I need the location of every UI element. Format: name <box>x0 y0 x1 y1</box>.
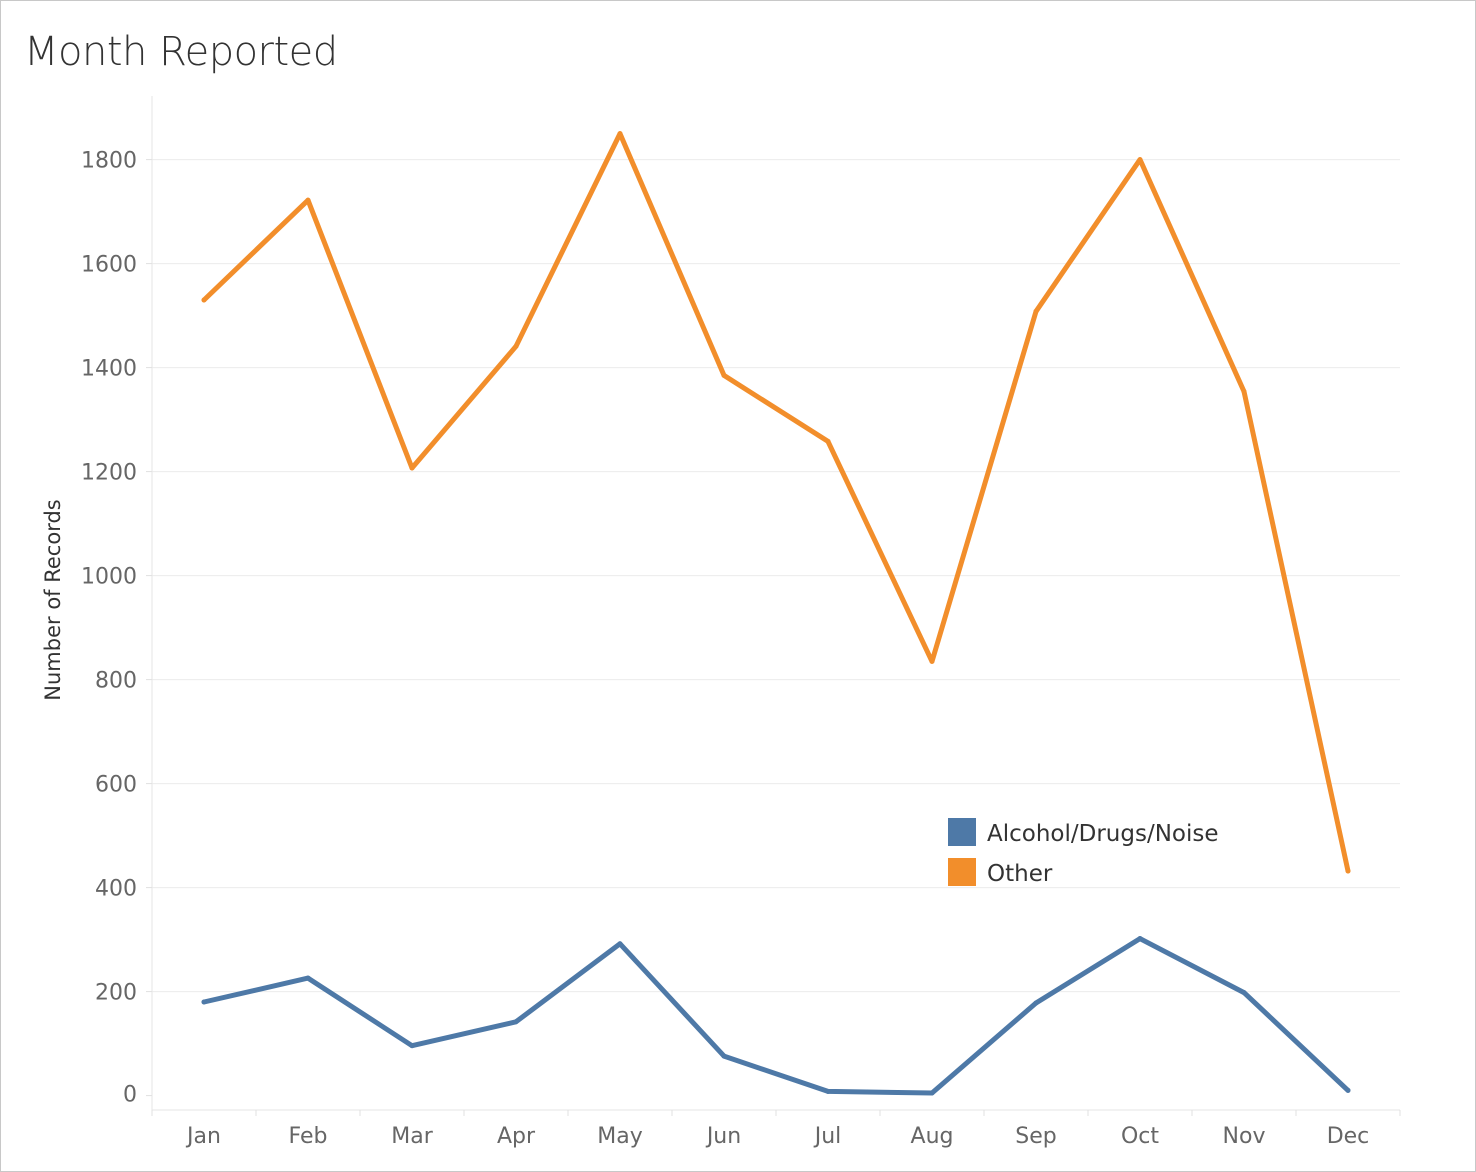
data-point[interactable] <box>513 343 519 349</box>
data-point[interactable] <box>305 197 311 203</box>
y-tick-label: 1800 <box>81 149 137 174</box>
series-line-alcohol-drugs-noise[interactable] <box>201 936 1351 1096</box>
legend-label: Alcohol/Drugs/Noise <box>987 821 1219 847</box>
x-tick-label: Mar <box>391 1124 433 1149</box>
y-tick-label: 1400 <box>81 357 137 382</box>
y-axis-title: Number of Records <box>41 499 65 700</box>
legend: Alcohol/Drugs/Noise Other <box>948 818 1219 887</box>
data-point[interactable] <box>1137 157 1143 163</box>
x-tick-label: Jul <box>813 1124 842 1149</box>
x-tick-label: Feb <box>289 1124 328 1149</box>
y-tick-label: 1600 <box>81 253 137 278</box>
legend-swatch <box>948 818 976 846</box>
data-point[interactable] <box>1137 936 1143 942</box>
x-tick-label: Nov <box>1223 1124 1266 1149</box>
data-point[interactable] <box>1241 990 1247 996</box>
data-point[interactable] <box>929 658 935 664</box>
data-point[interactable] <box>1345 1087 1351 1093</box>
x-tick-label: Jan <box>185 1124 221 1149</box>
data-point[interactable] <box>825 438 831 444</box>
y-tick-label: 1200 <box>81 461 137 486</box>
data-point[interactable] <box>617 131 623 137</box>
y-tick-label: 400 <box>95 877 137 902</box>
x-tick-label: Aug <box>911 1124 954 1149</box>
y-tick-label: 800 <box>95 669 137 694</box>
x-tick-label: Apr <box>497 1124 536 1149</box>
chart-title: Month Reported <box>24 29 338 75</box>
y-tick-label: 1000 <box>81 565 137 590</box>
x-tick-label: May <box>597 1124 642 1149</box>
series-line-other[interactable] <box>201 131 1351 874</box>
data-point[interactable] <box>825 1088 831 1094</box>
x-tick-label: Jun <box>705 1124 741 1149</box>
y-tick-label: 600 <box>95 773 137 798</box>
x-tick-label: Oct <box>1121 1124 1159 1149</box>
data-point[interactable] <box>721 372 727 378</box>
data-point[interactable] <box>409 465 415 471</box>
y-tick-label: 200 <box>95 981 137 1006</box>
data-point[interactable] <box>305 975 311 981</box>
data-point[interactable] <box>1345 868 1351 874</box>
legend-label: Other <box>987 861 1053 887</box>
data-point[interactable] <box>201 999 207 1005</box>
axes: 0 200 400 600 800 1000 1200 1400 1600 1800 Jan Feb M… <box>41 96 1401 1149</box>
data-point[interactable] <box>1241 389 1247 395</box>
x-tick-label: Sep <box>1015 1124 1056 1149</box>
data-point[interactable] <box>1033 1000 1039 1006</box>
series-lines <box>201 131 1351 1096</box>
data-point[interactable] <box>409 1043 415 1049</box>
data-point[interactable] <box>617 941 623 947</box>
data-point[interactable] <box>513 1019 519 1025</box>
data-point[interactable] <box>201 297 207 303</box>
legend-swatch <box>948 858 976 886</box>
data-point[interactable] <box>1033 308 1039 314</box>
y-tick-label: 0 <box>123 1083 137 1108</box>
x-tick-label: Dec <box>1327 1124 1370 1149</box>
gridlines <box>152 159 1400 993</box>
data-point[interactable] <box>721 1053 727 1059</box>
data-point[interactable] <box>929 1090 935 1096</box>
